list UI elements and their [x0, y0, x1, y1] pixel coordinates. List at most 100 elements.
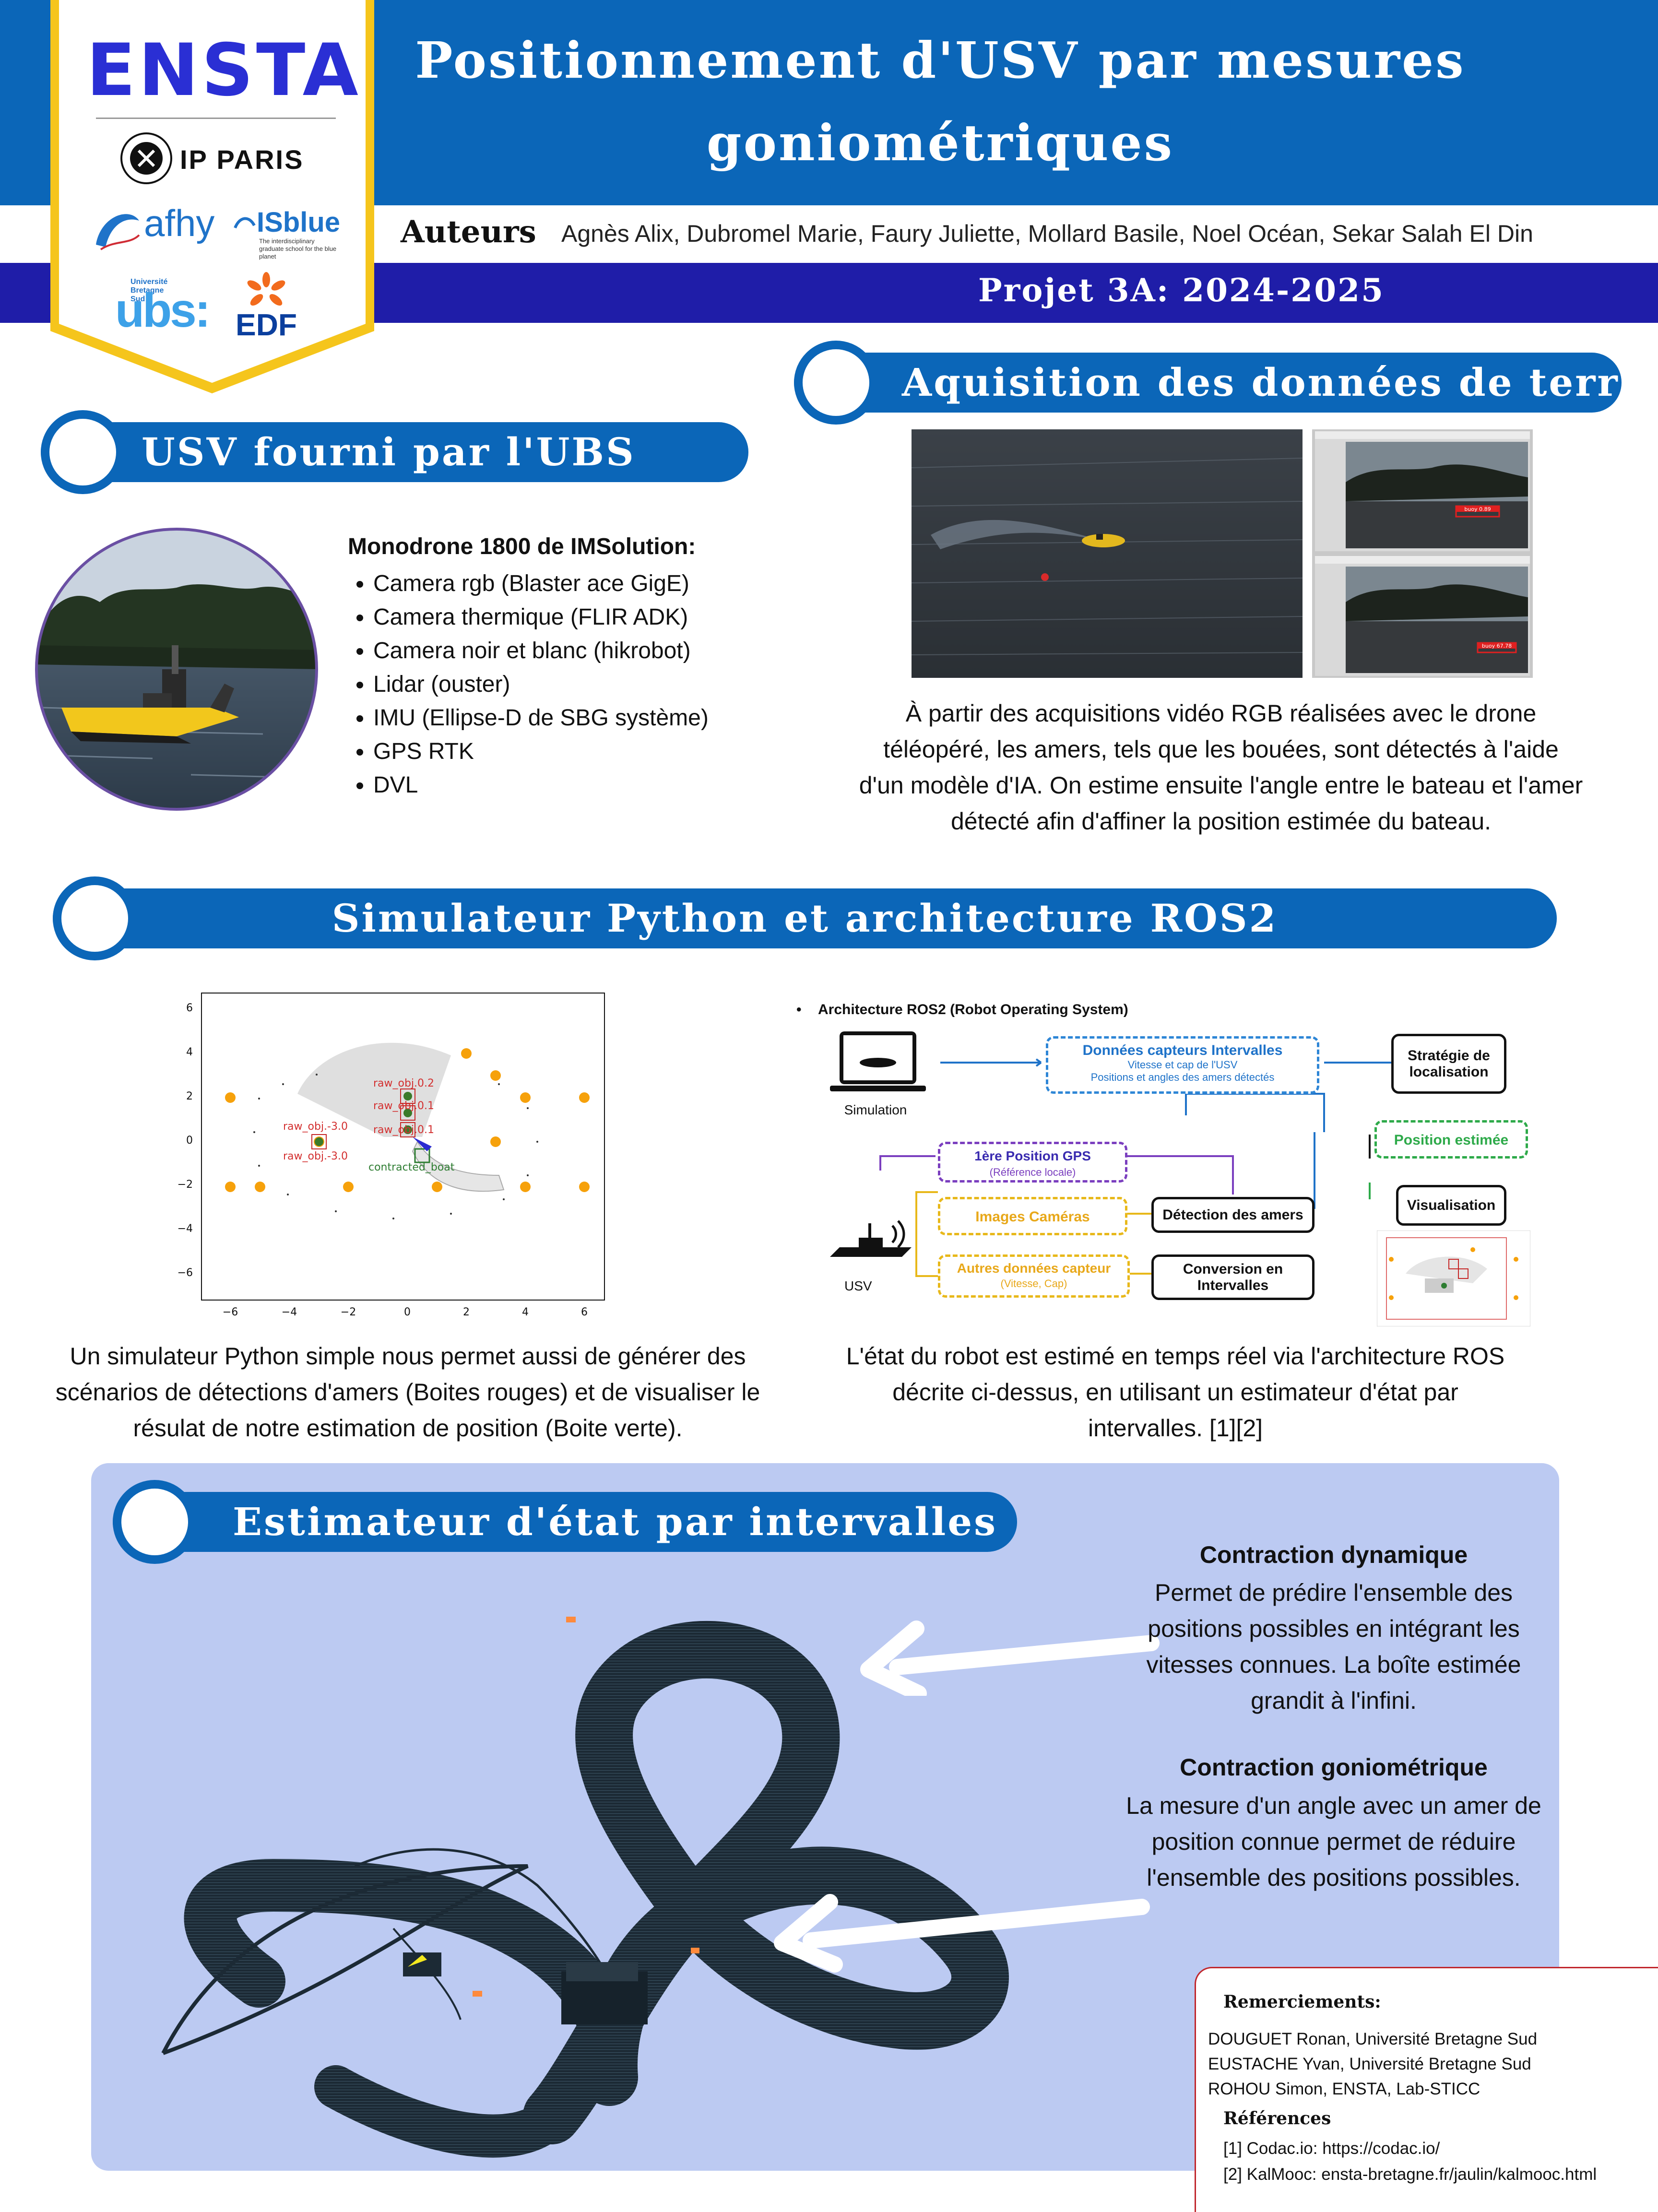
ros-sensor-data-box: Données capteurs Intervalles Vitesse et …	[1046, 1036, 1319, 1094]
sim-label-obj-e: raw_obj.0.1	[373, 1124, 434, 1136]
ip-paris-logo: IP PARIS	[180, 144, 304, 175]
detection-label-2: buoy 67.78	[1482, 643, 1512, 649]
ubs-subtitle: Université Bretagne Sud	[130, 278, 168, 303]
ros-text: L'état du robot est estimé en temps réel…	[846, 1343, 1505, 1442]
acknowledgements-title: Remerciements:	[1223, 1992, 1381, 2012]
sim-label-obj-c: raw_obj.-3.0	[283, 1121, 348, 1133]
project-label: Projet 3A: 2024-2025	[978, 272, 1385, 309]
ubs-logo: ubs:	[115, 284, 211, 337]
usv-spec-item: GPS RTK	[373, 735, 709, 769]
detection-label-1: buoy 0.89	[1464, 506, 1491, 512]
usv-model: Monodrone 1800 de IMSolution:	[348, 534, 696, 559]
acquisition-section-bullet-icon	[794, 341, 878, 425]
references-list: [1] Codac.io: https://codac.io/ [2] KalM…	[1223, 2136, 1597, 2188]
ros-gps-sub: (Référence locale)	[989, 1166, 1076, 1178]
ensta-logo: ENSTA	[86, 29, 361, 112]
ros-position-label: Position estimée	[1394, 1132, 1509, 1148]
ros-gps-title: 1ère Position GPS	[974, 1148, 1091, 1163]
y-tick: −6	[178, 1267, 193, 1279]
ros-heading-bullet: •	[796, 1002, 802, 1017]
ros-visualisation-box: Visualisation	[1396, 1185, 1506, 1226]
arrow-goniometric-icon	[774, 1894, 1150, 1973]
ros-detection-label: Détection des amers	[1162, 1207, 1303, 1223]
isblue-wave-icon	[234, 217, 256, 229]
ros-simulation-label: Simulation	[844, 1102, 907, 1117]
ros-heading: Architecture ROS2 (Robot Operating Syste…	[818, 1002, 1128, 1017]
estimator-section-header: Estimateur d'état par intervalles	[113, 1480, 1017, 1564]
dynamic-contraction-title: Contraction dynamique	[1199, 1541, 1468, 1568]
ip-paris-emblem-icon	[120, 132, 172, 184]
goniometric-contraction-title: Contraction goniométrique	[1180, 1754, 1488, 1781]
simulator-section-header: Simulateur Python et architecture ROS2	[53, 876, 1557, 960]
estimator-section-title: Estimateur d'état par intervalles	[233, 1499, 998, 1544]
edf-logo: EDF	[236, 308, 297, 342]
acknowledgement-item: DOUGUET Ronan, Université Bretagne Sud	[1208, 2030, 1538, 2048]
ros-other-sub: (Vitesse, Cap)	[1000, 1278, 1067, 1289]
ros-visualisation-label: Visualisation	[1407, 1197, 1496, 1213]
ros-other-sensors-box: Autres données capteur (Vitesse, Cap)	[938, 1254, 1130, 1298]
afhy-logo: afhy	[144, 202, 215, 244]
x-tick: −2	[341, 1306, 356, 1318]
y-tick: 4	[186, 1046, 193, 1058]
ros-strategy-label: Stratégie de localisation	[1408, 1047, 1490, 1080]
ros-visualisation-thumbnail	[1377, 1230, 1530, 1326]
sim-label-boat: contracted_boat	[368, 1161, 455, 1173]
poster-title: Positionnement d'USV par mesures goniomé…	[415, 31, 1466, 172]
authors-label: Auteurs	[401, 214, 536, 250]
reference-item: [1] Codac.io: https://codac.io/	[1223, 2139, 1440, 2158]
ros-conversion-box: Conversion en Intervalles	[1151, 1254, 1315, 1300]
ros-position-box: Position estimée	[1374, 1120, 1528, 1159]
x-tick: 0	[404, 1306, 411, 1318]
y-tick: −2	[178, 1179, 193, 1191]
y-tick: 6	[186, 1002, 193, 1014]
ros-detection-box: Détection des amers	[1151, 1197, 1315, 1233]
acknowledgements-list: DOUGUET Ronan, Université Bretagne Sud E…	[1208, 2027, 1537, 2102]
interval-tube-figure	[161, 1617, 1009, 2158]
usv-section-header: USV fourni par l'UBS	[41, 410, 748, 494]
goniometric-contraction-text: La mesure d'un angle avec un amer de pos…	[1126, 1792, 1541, 1891]
ros-other-title: Autres données capteur	[957, 1261, 1111, 1276]
sim-label-obj-a: raw_obj.0.2	[373, 1077, 434, 1089]
usv-spec-item: DVL	[373, 769, 709, 802]
sim-label-obj-d: raw_obj.-3.0	[283, 1150, 348, 1162]
acquisition-section-header: Aquisition des données de terrain	[794, 341, 1658, 425]
isblue-subtitle: The interdisciplinary graduate school fo…	[259, 237, 337, 260]
edf-flower-icon	[247, 272, 285, 306]
acquisition-text: À partir des acquisitions vidéo RGB réal…	[859, 700, 1583, 835]
authors-list: Agnès Alix, Dubromel Marie, Faury Juliet…	[561, 220, 1533, 247]
ros-cameras-label: Images Caméras	[975, 1209, 1090, 1225]
logo-divider	[96, 118, 336, 119]
reference-item: [2] KalMooc: ensta-bretagne.fr/jaulin/ka…	[1223, 2165, 1597, 2184]
usv-photo	[35, 528, 318, 811]
afhy-wave-icon	[96, 214, 140, 250]
usv-section-bullet-icon	[41, 410, 125, 494]
ros-sensor-data-line1: Vitesse et cap de l'USV	[1127, 1059, 1238, 1071]
ros-gps-box: 1ère Position GPS (Référence locale)	[938, 1142, 1127, 1183]
usv-spec-item: Camera rgb (Blaster ace GigE)	[373, 567, 709, 601]
ros-conversion-label: Conversion en Intervalles	[1183, 1261, 1283, 1293]
ros-cameras-box: Images Caméras	[938, 1197, 1127, 1235]
drone-lake-photo	[912, 429, 1303, 678]
sim-label-obj-b: raw_obj.0.1	[373, 1100, 434, 1112]
usv-spec-item: Camera noir et blanc (hikrobot)	[373, 634, 709, 668]
acquisition-section-title: Aquisition des données de terrain	[902, 360, 1658, 405]
y-tick: −4	[178, 1223, 193, 1235]
references-title: Références	[1223, 2108, 1331, 2129]
x-tick: 4	[522, 1306, 529, 1318]
usv-boat-icon	[830, 1220, 912, 1257]
x-tick: 2	[463, 1306, 470, 1318]
x-tick: 6	[581, 1306, 588, 1318]
acknowledgement-item: ROHOU Simon, ENSTA, Lab-STICC	[1208, 2080, 1480, 2098]
ros-diagram: • Architecture ROS2 (Robot Operating Sys…	[796, 998, 1545, 1334]
dynamic-contraction-text: Permet de prédire l'ensemble des positio…	[1146, 1579, 1521, 1714]
ros-sensor-data-line2: Positions et angles des amers détectés	[1090, 1071, 1275, 1083]
x-tick: −6	[223, 1306, 238, 1318]
y-tick: 0	[186, 1135, 193, 1147]
y-tick: 2	[186, 1090, 193, 1102]
ros-sensor-data-title: Données capteurs Intervalles	[1082, 1042, 1283, 1058]
simulator-section-title: Simulateur Python et architecture ROS2	[332, 896, 1278, 941]
ros-strategy-box: Stratégie de localisation	[1391, 1034, 1506, 1094]
acknowledgements-box	[1195, 1967, 1658, 2212]
usv-spec-item: Lidar (ouster)	[373, 668, 709, 701]
laptop-icon	[830, 1031, 926, 1091]
